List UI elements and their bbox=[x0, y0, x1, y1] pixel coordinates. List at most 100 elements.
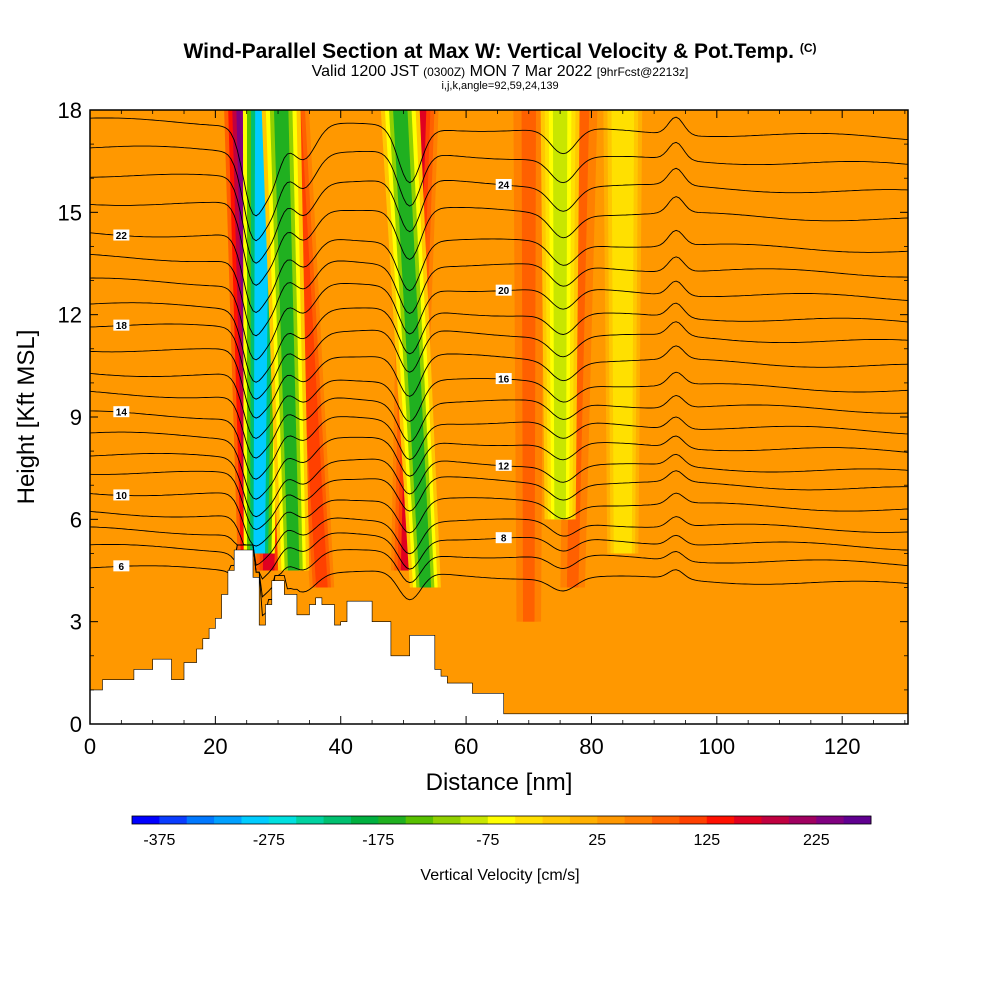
colorbar-swatch-16 bbox=[569, 816, 598, 824]
isentrope-label-6: 6 bbox=[119, 562, 125, 573]
isentrope-label-20: 20 bbox=[498, 286, 510, 297]
section-indices: i,j,k,angle=92,59,24,139 bbox=[441, 80, 559, 92]
isentrope-label-bg-6 bbox=[113, 560, 130, 572]
colorbar-swatch-23 bbox=[761, 816, 790, 824]
forecast-info: [9hrFcst@2213z] bbox=[596, 65, 689, 79]
colorbar-frame bbox=[131, 815, 872, 825]
downdraft-band-2-level-3 bbox=[393, 110, 432, 588]
y-tick-label-6: 6 bbox=[70, 507, 82, 532]
plot-area: 6 8 10 12 14 16 18 20 22 24 bbox=[90, 110, 908, 724]
colorbar-swatch-26 bbox=[843, 816, 872, 824]
x-tick-label-60: 60 bbox=[454, 734, 478, 759]
isentrope-22 bbox=[90, 229, 908, 314]
colorbar-swatch-22 bbox=[734, 816, 762, 824]
isentrope-9 bbox=[90, 510, 908, 566]
isentrope-13 bbox=[90, 431, 908, 500]
colorbar-swatch-5 bbox=[268, 816, 297, 824]
y-tick-label-15: 15 bbox=[58, 200, 82, 225]
isentrope-label-12: 12 bbox=[498, 461, 510, 472]
colorbar-swatch-0 bbox=[132, 816, 160, 824]
x-axis-title: Distance [nm] bbox=[426, 769, 573, 796]
isentrope-label-bg-20 bbox=[495, 284, 512, 296]
isentrope-labels: 6 8 10 12 14 16 18 20 22 24 bbox=[113, 178, 512, 573]
chart-title-main: Wind-Parallel Section at Max W: Vertical… bbox=[183, 40, 794, 63]
isentrope-17 bbox=[90, 345, 908, 419]
isentrope-14 bbox=[90, 410, 908, 480]
valid-date: MON 7 Mar 2022 bbox=[469, 63, 593, 80]
x-tick-label-40: 40 bbox=[328, 734, 352, 759]
colorbar-tick-label-5: 125 bbox=[693, 832, 720, 849]
isentrope-label-bg-24 bbox=[495, 178, 512, 190]
isentrope-label-22: 22 bbox=[116, 231, 128, 242]
y-tick-label-9: 9 bbox=[70, 405, 82, 430]
isentrope-label-bg-8 bbox=[495, 532, 512, 544]
colorbar-swatch-9 bbox=[378, 816, 407, 824]
y-tick-label-3: 3 bbox=[70, 610, 82, 635]
isentrope-26 bbox=[90, 116, 908, 217]
isentrope-label-bg-16 bbox=[495, 373, 512, 385]
isentrope-15 bbox=[90, 390, 908, 459]
axes: 0 20 40 60 80 100 120 0 3 6 9 12 15 18 bbox=[58, 98, 908, 759]
chart-subtitle: Valid 1200 JST (0300Z) MON 7 Mar 2022 [9… bbox=[0, 64, 1000, 80]
colorbar-swatch-18 bbox=[624, 816, 653, 824]
x-tick-label-80: 80 bbox=[579, 734, 603, 759]
colorbar-tick-label-6: 225 bbox=[803, 832, 830, 849]
colorbar-swatch-6 bbox=[296, 816, 324, 824]
copyright-mark: (C) bbox=[799, 41, 817, 55]
colorbar-title: Vertical Velocity [cm/s] bbox=[420, 867, 579, 884]
colorbar-swatch-17 bbox=[597, 816, 626, 824]
colorbar-swatch-8 bbox=[350, 816, 379, 824]
colorbar-tick-label-1: -275 bbox=[253, 832, 285, 849]
colorbar-swatch-3 bbox=[214, 816, 242, 824]
colorbar-swatch-24 bbox=[788, 816, 817, 824]
isentrope-label-24: 24 bbox=[498, 180, 510, 191]
y-tick-label-18: 18 bbox=[58, 98, 82, 123]
colorbar-swatch-7 bbox=[323, 816, 352, 824]
isentrope-7 bbox=[90, 544, 908, 598]
colorbar-tick-label-2: -175 bbox=[362, 832, 394, 849]
downdraft-band-3-level-3 bbox=[552, 110, 568, 520]
colorbar: -375 -275 -175 -75 25 125 225 bbox=[131, 815, 872, 849]
isentrope-label-bg-10 bbox=[113, 489, 130, 501]
colorbar-swatch-15 bbox=[542, 816, 571, 824]
isentrope-label-bg-22 bbox=[113, 229, 130, 241]
y-tick-label-0: 0 bbox=[70, 712, 82, 737]
x-tick-label-120: 120 bbox=[824, 734, 861, 759]
x-tick-label-0: 0 bbox=[84, 734, 96, 759]
downdraft-band-0-level-3 bbox=[253, 110, 270, 554]
colorbar-swatch-13 bbox=[487, 816, 516, 824]
isentrope-11 bbox=[90, 470, 908, 530]
isentrope-label-16: 16 bbox=[498, 375, 510, 386]
colorbar-swatch-25 bbox=[816, 816, 845, 824]
isentrope-18 bbox=[90, 321, 908, 400]
isentrope-label-18: 18 bbox=[116, 321, 128, 332]
colorbar-tick-label-4: 25 bbox=[588, 832, 606, 849]
colorbar-swatch-20 bbox=[679, 816, 708, 824]
isentrope-21 bbox=[90, 253, 908, 337]
isentrope-25 bbox=[90, 141, 908, 242]
chart-title-block: Wind-Parallel Section at Max W: Vertical… bbox=[0, 36, 1000, 92]
downdraft-band-4-level-3 bbox=[615, 110, 631, 554]
colorbar-swatch-19 bbox=[652, 816, 680, 824]
colorbar-swatch-21 bbox=[706, 816, 735, 824]
isentrope-label-8: 8 bbox=[501, 534, 507, 545]
colorbar-tick-label-0: -375 bbox=[143, 832, 175, 849]
colorbar-swatch-12 bbox=[460, 816, 489, 824]
colorbar-swatch-10 bbox=[405, 816, 434, 824]
y-axis-title: Height [Kft MSL] bbox=[13, 330, 40, 505]
isentrope-6 bbox=[90, 544, 908, 617]
colorbar-swatch-14 bbox=[515, 816, 543, 824]
downdraft-band-1-level-3 bbox=[273, 110, 300, 571]
isentrope-label-bg-12 bbox=[495, 459, 512, 471]
updraft-band-5-level-3 bbox=[521, 110, 536, 622]
terrain-mask bbox=[90, 549, 908, 724]
x-tick-label-100: 100 bbox=[698, 734, 735, 759]
valid-utc: (0300Z) bbox=[423, 65, 466, 79]
isentrope-label-bg-14 bbox=[113, 406, 130, 418]
colorbar-swatch-2 bbox=[186, 816, 215, 824]
colorbar-tick-label-3: -75 bbox=[476, 832, 499, 849]
valid-time: Valid 1200 JST bbox=[311, 63, 419, 80]
colorbar-swatch-4 bbox=[241, 816, 270, 824]
y-tick-label-12: 12 bbox=[58, 303, 82, 328]
